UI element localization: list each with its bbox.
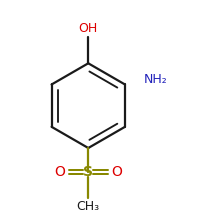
Text: O: O [54,165,65,179]
Text: S: S [83,165,93,179]
Text: CH₃: CH₃ [77,200,100,213]
Text: NH₂: NH₂ [143,73,167,86]
Text: OH: OH [79,22,98,35]
Text: O: O [112,165,122,179]
